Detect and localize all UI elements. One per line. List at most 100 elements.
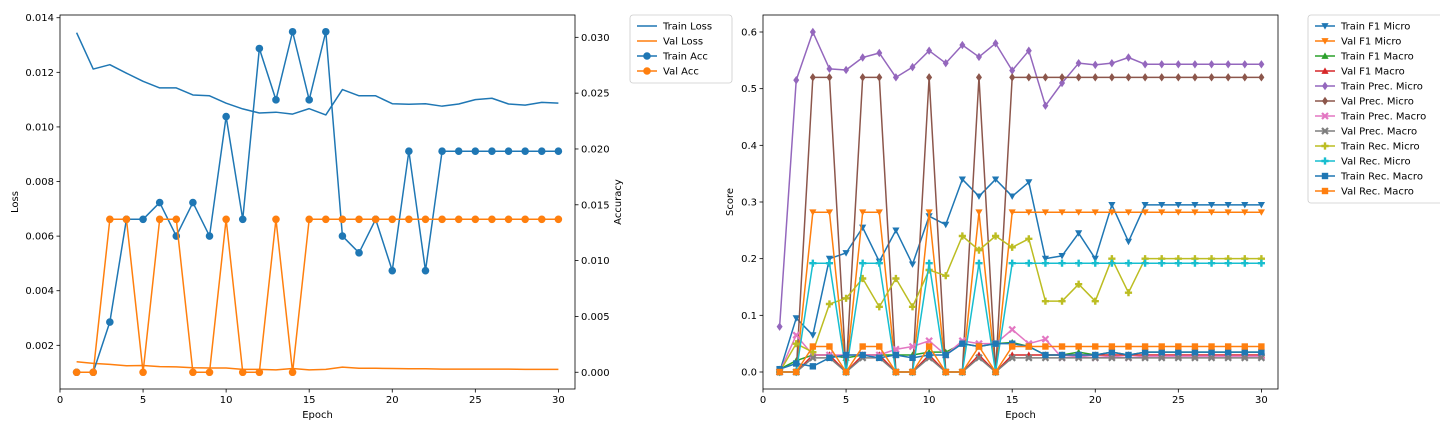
loss-y-ticks: 0.002 0.004 0.006 0.008 0.010 0.012 0.014 — [25, 13, 60, 352]
val-rec-macro-point — [1025, 343, 1033, 350]
train-f1-micro-point — [1025, 179, 1033, 186]
val-loss-line — [76, 360, 559, 371]
train-f1-micro-point — [842, 250, 850, 257]
val-prec-micro-point — [1042, 73, 1049, 82]
y-right-tick-label: 0.000 — [581, 368, 610, 379]
val-rec-micro-point — [1108, 259, 1116, 267]
val-acc-point — [471, 215, 480, 224]
legend-item-val-f1-micro: Val F1 Micro — [1315, 37, 1401, 48]
val-f1-micro-point — [1091, 209, 1099, 216]
train-acc-point — [272, 96, 280, 104]
val-rec-macro-point — [1175, 343, 1182, 350]
loss-y-axis-label: Loss — [10, 191, 21, 213]
legend-item-val-acc: Val Acc — [637, 67, 699, 78]
train-acc-point — [222, 112, 230, 121]
y-tick-label: 0.6 — [741, 28, 757, 39]
train-f1-micro-point — [892, 227, 900, 234]
legend-label: Train Loss — [662, 22, 712, 33]
legend-marker — [1321, 52, 1329, 59]
legend-label: Val Acc — [663, 67, 699, 78]
val-prec-micro-point — [1225, 73, 1232, 82]
legend-marker — [1321, 127, 1329, 135]
legend-marker — [1321, 142, 1329, 150]
train-acc-point — [238, 215, 247, 224]
train-f1-micro-point — [1158, 201, 1166, 209]
val-acc-point — [421, 215, 430, 224]
val-rec-micro-point — [1141, 259, 1149, 267]
val-prec-macro-point — [1240, 354, 1249, 362]
y-tick-label: 0.010 — [25, 122, 54, 133]
train-prec-micro-point — [1042, 101, 1049, 110]
train-acc-point — [554, 147, 563, 156]
train-rec-macro-point — [925, 351, 933, 359]
legend-label: Val Rec. Micro — [1341, 157, 1411, 168]
val-rec-micro-point — [1191, 259, 1199, 267]
val-f1-micro-point — [1191, 209, 1199, 216]
legend-marker — [643, 67, 651, 75]
x-tick-label: 0 — [57, 395, 63, 406]
val-prec-macro-point — [1025, 354, 1033, 362]
val-prec-macro-point — [1191, 354, 1199, 362]
val-rec-macro-point — [975, 343, 983, 350]
train-prec-macro-point — [908, 342, 917, 351]
legend-item-train-prec-macro: Train Prec. Macro — [1315, 112, 1426, 123]
train-rec-macro-point — [793, 360, 800, 367]
train-acc-point — [454, 147, 463, 156]
legend-marker — [1322, 96, 1328, 106]
val-prec-macro-point — [1141, 354, 1149, 362]
y-tick-label: 0.3 — [741, 198, 757, 209]
train-rec-micro-point — [1124, 289, 1133, 297]
loss-accuracy-x-axis-label: Epoch — [302, 410, 333, 421]
train-prec-micro-point — [1175, 60, 1182, 69]
val-prec-micro-point — [1258, 73, 1265, 82]
val-rec-macro-point — [959, 368, 966, 376]
train-rec-micro-point — [958, 232, 966, 240]
val-rec-macro-point — [1258, 343, 1265, 350]
y-tick-label: 0.2 — [741, 254, 757, 265]
y-tick-label: 0.008 — [25, 177, 54, 188]
train-loss-line — [75, 32, 559, 116]
val-rec-micro-point — [1124, 259, 1133, 267]
val-f1-micro-point — [825, 209, 834, 216]
x-tick-label: 20 — [386, 395, 399, 406]
train-prec-micro-point — [926, 46, 933, 55]
train-f1-micro-point — [1141, 201, 1149, 209]
val-rec-micro-point — [925, 259, 933, 267]
val-f1-micro-point — [875, 209, 883, 216]
val-rec-macro-point — [826, 343, 833, 350]
train-prec-micro-point — [1225, 60, 1232, 69]
train-rec-micro-point — [1075, 280, 1083, 288]
train-f1-micro-point — [975, 193, 983, 200]
train-f1-micro-point — [1124, 238, 1133, 246]
val-prec-micro-point — [1075, 73, 1082, 82]
train-rec-macro-point — [1092, 351, 1099, 359]
val-rec-macro-point — [859, 343, 866, 350]
val-f1-micro-point — [1241, 209, 1249, 216]
val-rec-macro-point — [1075, 343, 1082, 350]
val-acc-point — [371, 215, 380, 224]
legend-label: Train Prec. Macro — [1340, 112, 1426, 123]
train-prec-micro-point — [959, 40, 966, 50]
val-f1-micro-line — [779, 211, 1262, 373]
train-prec-micro-point — [975, 52, 982, 62]
train-rec-macro-point — [1058, 351, 1066, 359]
train-f1-micro-point — [1008, 193, 1016, 200]
val-prec-micro-line — [779, 76, 1262, 373]
train-rec-micro-point — [825, 300, 834, 308]
val-prec-macro-point — [809, 354, 817, 362]
train-rec-macro-point — [859, 351, 866, 359]
val-rec-macro-point — [1224, 343, 1232, 350]
y-tick-label: 0.004 — [25, 286, 54, 297]
legend-marker — [1322, 81, 1328, 91]
train-f1-micro-point — [908, 261, 917, 268]
val-acc-point — [255, 368, 264, 377]
val-prec-micro-point — [1191, 73, 1198, 82]
train-prec-micro-point — [1191, 60, 1198, 69]
y-tick-label: 0.006 — [25, 232, 54, 243]
train-acc-point — [521, 147, 529, 156]
val-rec-macro-point — [809, 343, 817, 350]
val-rec-micro-point — [825, 259, 834, 267]
val-acc-point — [272, 215, 280, 224]
val-prec-micro-point — [809, 73, 816, 82]
val-rec-macro-point — [876, 343, 883, 350]
